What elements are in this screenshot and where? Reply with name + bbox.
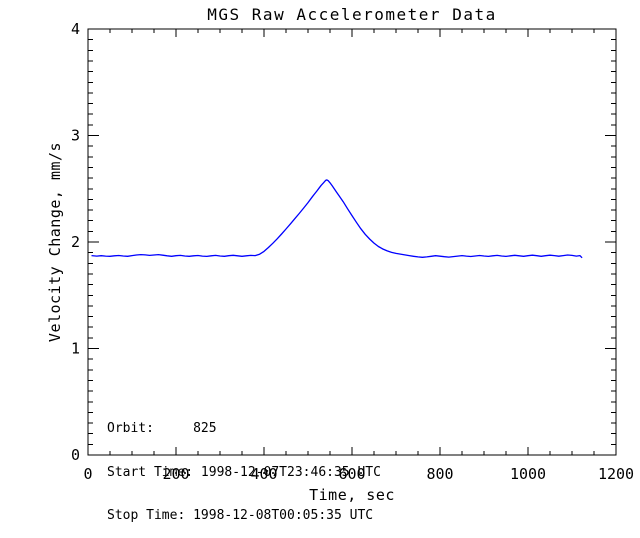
x-tick-label: 200 xyxy=(162,465,189,483)
data-line-velocity-change xyxy=(91,179,583,259)
x-tick-label: 0 xyxy=(83,465,92,483)
axis-frame xyxy=(87,28,617,456)
y-tick-label: 2 xyxy=(71,233,80,251)
x-tick-label: 600 xyxy=(338,465,365,483)
x-axis-title: Time, sec xyxy=(309,486,395,504)
chart-title: MGS Raw Accelerometer Data xyxy=(207,5,497,24)
y-axis-title: Velocity Change, mm/s xyxy=(46,141,64,343)
y-tick-label: 3 xyxy=(71,127,80,145)
x-tick-label: 1200 xyxy=(598,465,634,483)
plot-page: { "chart_data": { "type": "line", "title… xyxy=(46,5,635,523)
annotation-stop-time: Stop Time: 1998-12-08T00:05:35 UTC xyxy=(107,508,374,523)
plot-area: 0 200 400 600 800 1000 1200 0 1 2 3 4 xyxy=(71,20,634,483)
annotation-orbit: Orbit: 825 xyxy=(107,421,217,436)
y-tick-label: 1 xyxy=(71,340,80,358)
x-tick-label: 400 xyxy=(250,465,277,483)
y-tick-label: 4 xyxy=(71,20,80,38)
x-tick-label: 800 xyxy=(426,465,453,483)
annotation-block: Orbit: 825 Start Time: 1998-12-07T23:46:… xyxy=(107,393,381,538)
x-tick-label: 1000 xyxy=(510,465,546,483)
annotation-start-time: Start Time: 1998-12-07T23:46:35 UTC xyxy=(107,464,381,480)
y-tick-label: 0 xyxy=(71,446,80,464)
